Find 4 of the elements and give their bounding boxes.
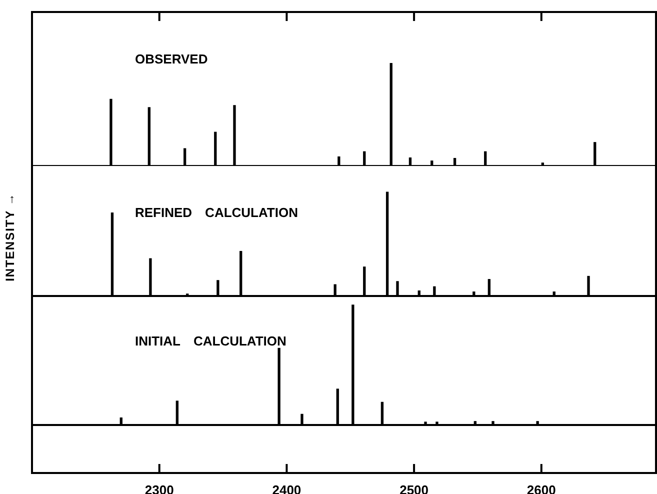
y-axis-title: INTENSITY → — [3, 192, 17, 284]
annotation: REFINED CALCULATION — [135, 205, 298, 220]
annotation: OBSERVED — [135, 51, 208, 66]
annotation: INITIAL CALCULATION — [135, 334, 286, 349]
